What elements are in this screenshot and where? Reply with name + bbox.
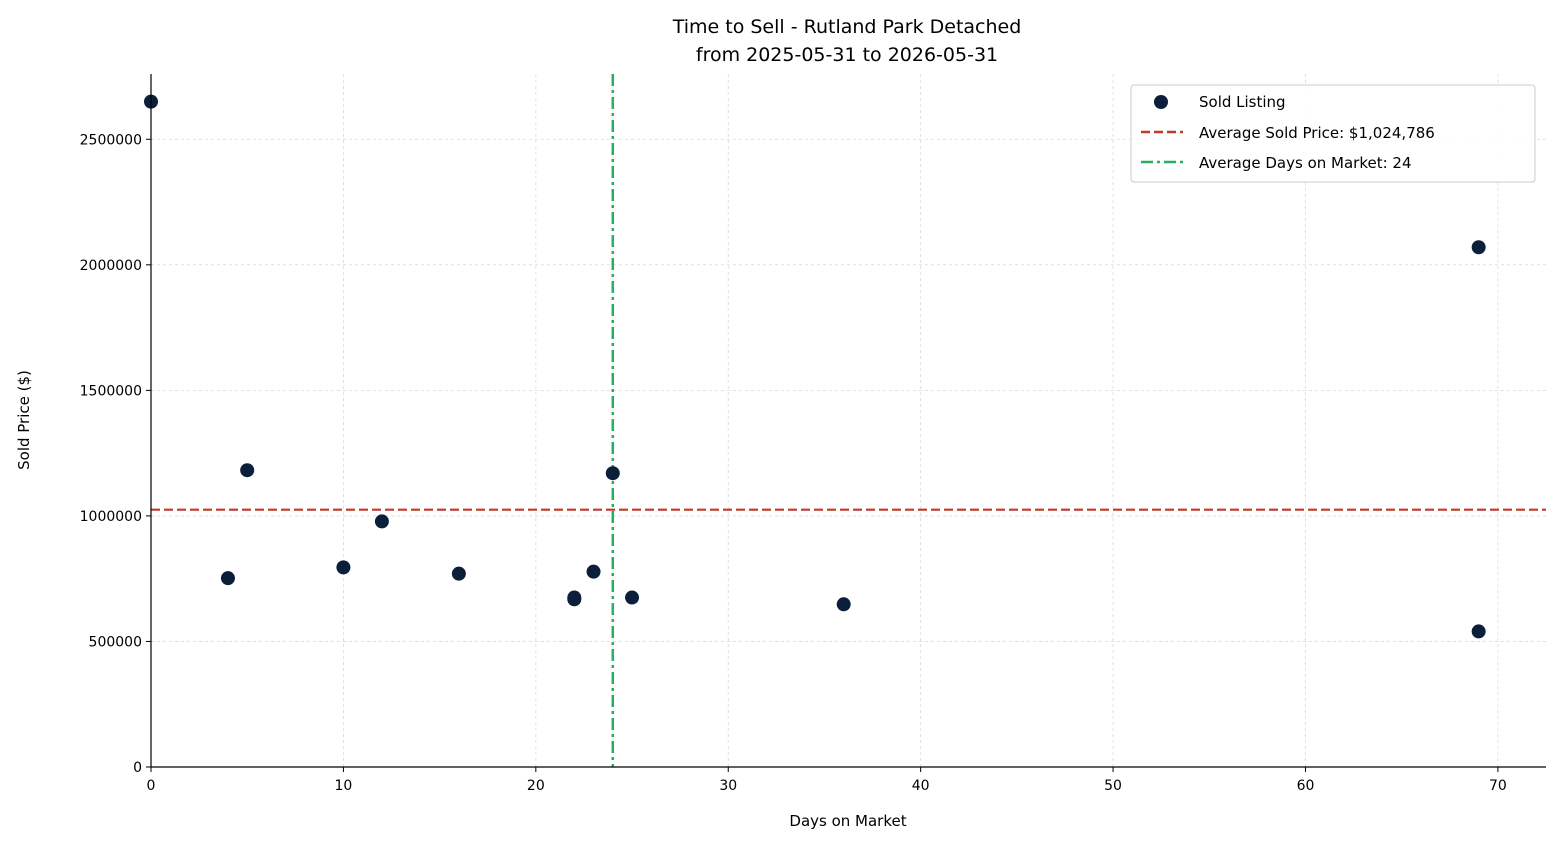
legend: Sold Listing Average Sold Price: $1,024,… bbox=[1130, 84, 1536, 183]
y-axis-label: Sold Price ($) bbox=[15, 370, 33, 470]
chart-title-line-2: from 2025-05-31 to 2026-05-31 bbox=[696, 44, 998, 66]
legend-label-sold-listing: Sold Listing bbox=[1199, 93, 1286, 111]
y-tick-label: 0 bbox=[133, 760, 142, 776]
sold-listing-point bbox=[336, 560, 351, 575]
sold-listing-point bbox=[586, 564, 601, 579]
legend-label-average-days-on-market: Average Days on Market: 24 bbox=[1199, 154, 1412, 172]
tick-labels: 0 10 20 30 40 50 60 70 0 500000 1000000 1500000 2000… bbox=[80, 132, 1507, 794]
reference-lines bbox=[151, 74, 1546, 767]
sold-listing-point bbox=[1471, 240, 1486, 255]
sold-listing-point bbox=[220, 571, 235, 586]
sold-listing-point bbox=[567, 590, 582, 605]
x-tick-label: 60 bbox=[1297, 778, 1315, 794]
y-tick-label: 2000000 bbox=[80, 258, 142, 274]
y-tick-label: 1000000 bbox=[80, 509, 142, 525]
sold-listing-point bbox=[240, 463, 255, 478]
x-tick-label: 20 bbox=[527, 778, 545, 794]
x-tick-label: 0 bbox=[147, 778, 156, 794]
sold-listing-point bbox=[625, 590, 640, 605]
x-tick-label: 70 bbox=[1489, 778, 1507, 794]
legend-marker-sold-listing bbox=[1154, 95, 1168, 109]
chart-title-line-1: Time to Sell - Rutland Park Detached bbox=[672, 16, 1022, 38]
axes bbox=[146, 74, 1546, 772]
sold-listing-point bbox=[374, 514, 389, 529]
sold-listing-point bbox=[1471, 624, 1486, 639]
x-tick-label: 40 bbox=[912, 778, 930, 794]
x-axis-label: Days on Market bbox=[789, 812, 906, 830]
legend-frame bbox=[1130, 84, 1536, 183]
sold-listing-point bbox=[836, 597, 851, 612]
y-tick-label: 1500000 bbox=[80, 383, 142, 399]
legend-label-average-sold-price: Average Sold Price: $1,024,786 bbox=[1199, 124, 1435, 142]
x-tick-label: 30 bbox=[719, 778, 737, 794]
sold-listing-point bbox=[451, 566, 466, 581]
x-tick-label: 10 bbox=[334, 778, 352, 794]
x-tick-label: 50 bbox=[1104, 778, 1122, 794]
sold-listing-point bbox=[605, 466, 620, 481]
y-tick-label: 2500000 bbox=[80, 132, 142, 148]
scatter-points bbox=[144, 94, 1486, 639]
y-tick-label: 500000 bbox=[89, 634, 142, 650]
